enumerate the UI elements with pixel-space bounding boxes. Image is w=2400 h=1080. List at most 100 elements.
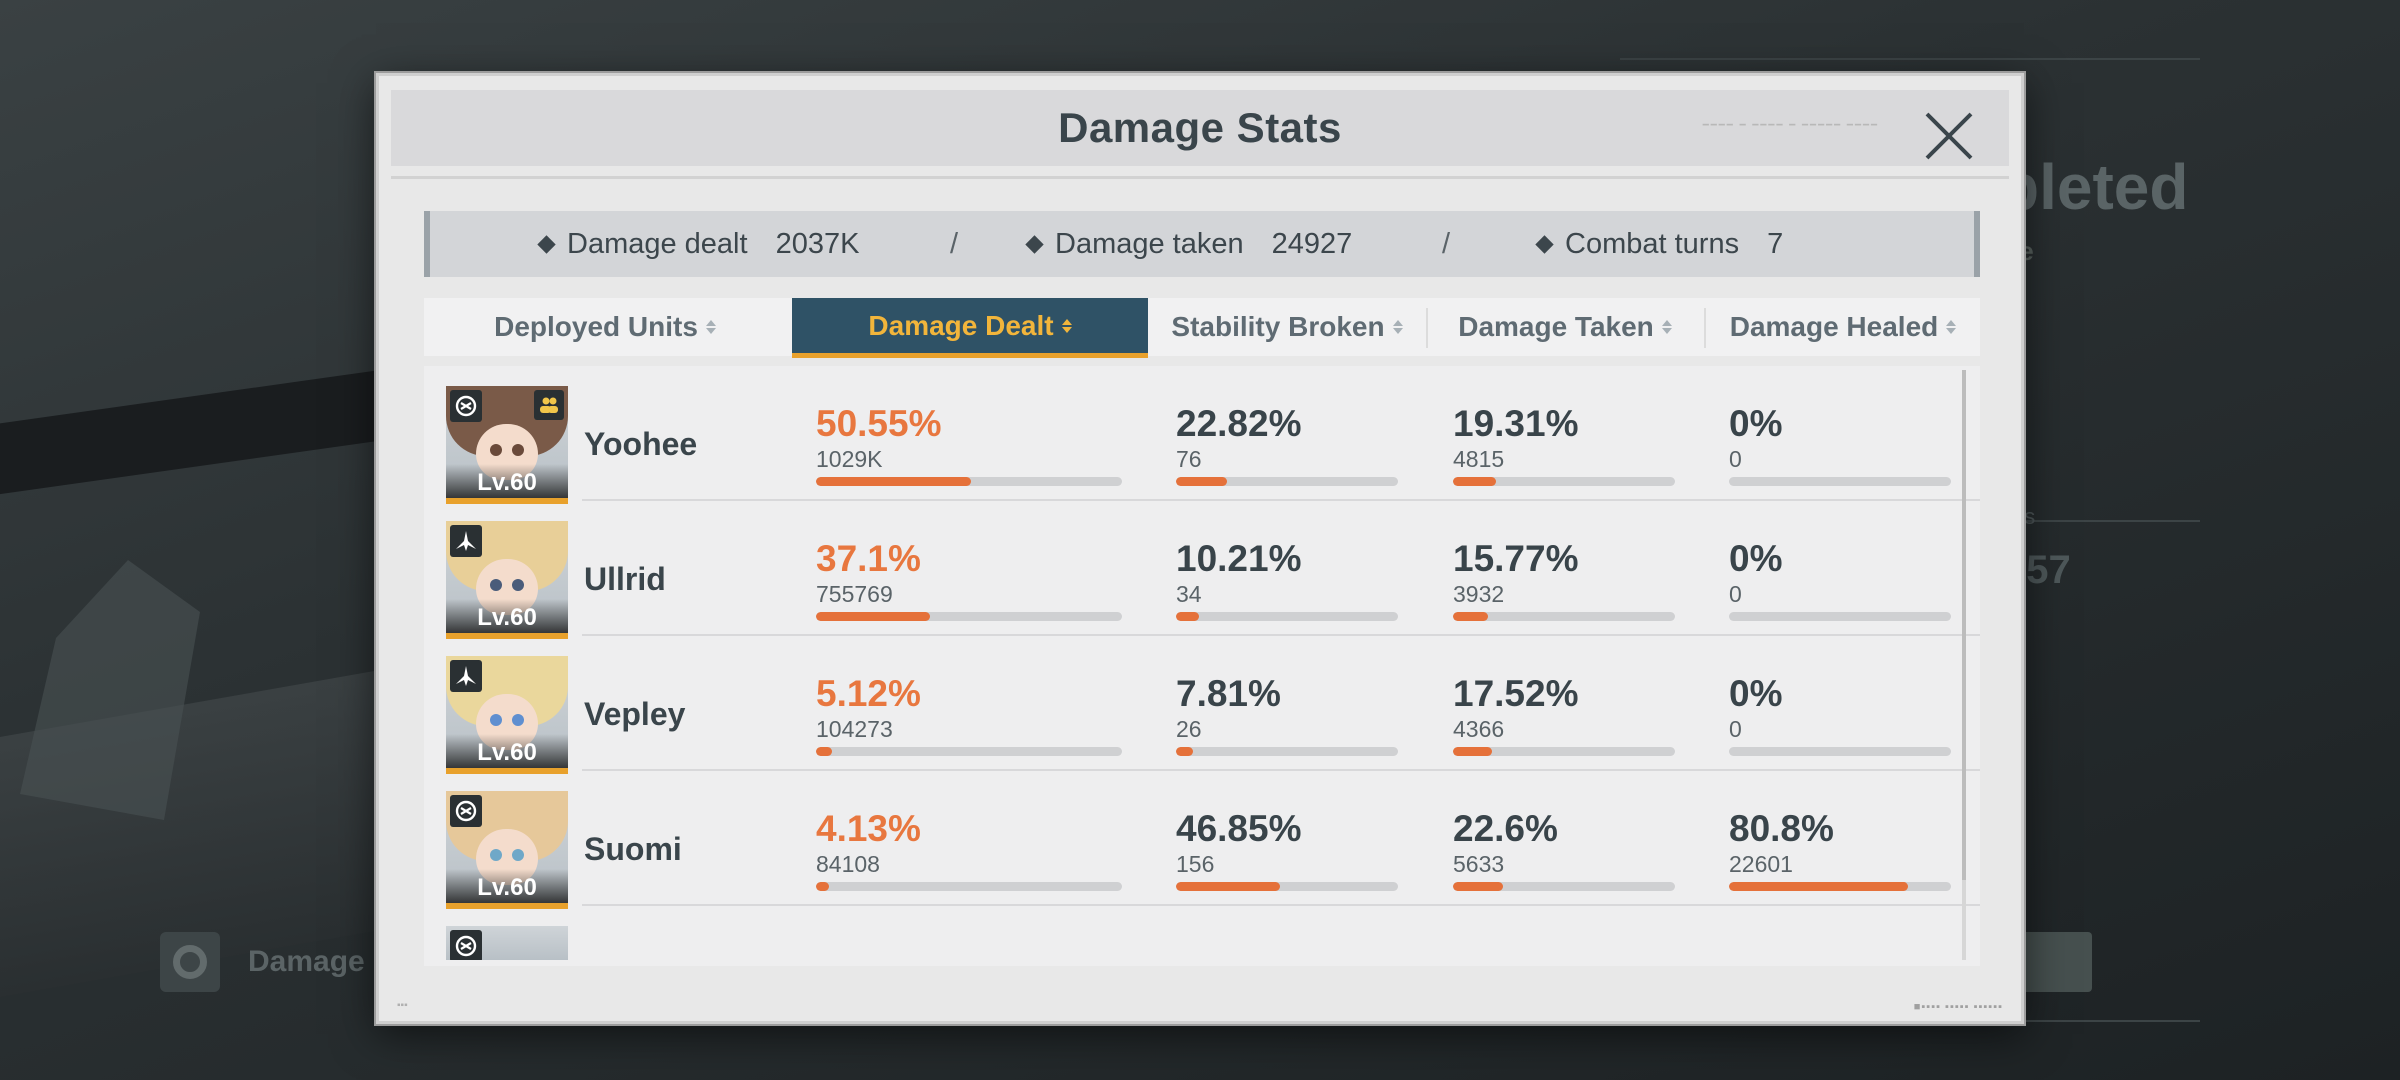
unit-portrait[interactable]: Lv.60 <box>446 386 568 504</box>
stat-progress-track <box>1729 747 1951 756</box>
stat-value: 3932 <box>1453 581 1505 607</box>
portrait-eye <box>512 579 524 591</box>
stat-progress-fill <box>816 477 971 486</box>
stat-progress-track <box>1729 612 1951 621</box>
unit-name: Ullrid <box>584 561 666 597</box>
stat-damage-healed: 0% 0 <box>1729 404 1951 486</box>
close-button[interactable] <box>1921 108 1977 164</box>
stat-progress-track <box>1176 477 1398 486</box>
support-class-icon <box>450 795 482 827</box>
summary-separator: / <box>1442 227 1451 260</box>
stat-progress-track <box>1453 882 1675 891</box>
summary-damage-dealt: Damage dealt 2037K <box>537 227 859 261</box>
stat-progress-fill <box>1729 882 1909 891</box>
unit-portrait[interactable]: Lv.60 <box>446 656 568 774</box>
stat-value: 0 <box>1729 581 1742 607</box>
stat-value: 0 <box>1729 716 1742 742</box>
summary-bar: Damage dealt 2037K / Damage taken 24927 … <box>424 211 1980 277</box>
tab-label: Stability Broken <box>1171 311 1385 342</box>
unit-row-partial <box>424 906 1980 966</box>
unit-portrait[interactable]: Lv.60 <box>446 521 568 639</box>
portrait-eye <box>490 849 502 861</box>
stat-progress-track <box>1176 612 1398 621</box>
vanguard-class-icon <box>450 660 482 692</box>
stat-percentage: 15.77% <box>1453 538 1579 579</box>
stat-value: 0 <box>1729 446 1742 472</box>
portrait-eye <box>490 579 502 591</box>
tab-label: Damage Healed <box>1729 311 1939 342</box>
unit-level: Lv.60 <box>446 869 568 903</box>
stats-tabs: Deployed Units Damage Dealt Stability Br… <box>424 298 1980 358</box>
tab-damage-taken[interactable]: Damage Taken <box>1428 298 1702 356</box>
summary-combat-turns-value: 7 <box>1767 227 1784 260</box>
stat-progress-fill <box>1453 747 1492 756</box>
stat-value: 22601 <box>1729 851 1793 877</box>
unit-level: Lv.60 <box>446 464 568 498</box>
sort-icon <box>1392 320 1403 334</box>
support-class-icon <box>450 390 482 422</box>
unit-name: Suomi <box>584 831 682 867</box>
portrait-eye <box>512 444 524 456</box>
unit-row: Lv.60 Suomi 4.13% 84108 46.85% 156 22.6% 5633 80… <box>424 771 1980 909</box>
tab-label: Deployed Units <box>494 311 698 342</box>
unit-row: Lv.60 Ullrid 37.1% 755769 10.21% 34 15.77% 3932… <box>424 501 1980 639</box>
unit-name: Vepley <box>584 696 686 732</box>
stat-percentage: 19.31% <box>1453 403 1579 444</box>
stat-value: 76 <box>1176 446 1202 472</box>
stat-progress-track <box>1176 882 1398 891</box>
scrollbar-thumb[interactable] <box>1962 370 1966 880</box>
stat-percentage: 17.52% <box>1453 673 1579 714</box>
stat-damage-taken: 15.77% 3932 <box>1453 539 1675 621</box>
stat-progress-track <box>816 882 1122 891</box>
portrait-eye <box>512 714 524 726</box>
stat-value: 755769 <box>816 581 893 607</box>
tab-damage-healed[interactable]: Damage Healed <box>1706 298 1980 356</box>
stat-progress-fill <box>816 747 832 756</box>
row-divider <box>582 634 1980 636</box>
stat-progress-track <box>1729 477 1951 486</box>
stat-progress-track <box>1176 747 1398 756</box>
portrait-eye <box>490 444 502 456</box>
stat-percentage: 80.8% <box>1729 808 1834 849</box>
stat-damage-dealt: 50.55% 1029K <box>816 404 1122 486</box>
row-divider <box>582 499 1980 501</box>
stat-progress-fill <box>1176 747 1194 756</box>
stat-percentage: 22.6% <box>1453 808 1558 849</box>
tab-damage-dealt[interactable]: Damage Dealt <box>792 298 1148 358</box>
stat-progress-fill <box>816 882 829 891</box>
stat-damage-dealt: 5.12% 104273 <box>816 674 1122 756</box>
stat-value: 5633 <box>1453 851 1505 877</box>
sort-icon <box>1946 320 1957 334</box>
table-scrollbar[interactable] <box>1962 370 1966 960</box>
summary-damage-dealt-label: Damage dealt <box>567 227 748 260</box>
stat-progress-fill <box>1176 882 1280 891</box>
stat-progress-track <box>816 477 1122 486</box>
tab-stability-broken[interactable]: Stability Broken <box>1150 298 1424 356</box>
tab-divider <box>1426 308 1428 348</box>
stat-stability-broken: 10.21% 34 <box>1176 539 1398 621</box>
unit-level: Lv.60 <box>446 599 568 633</box>
stat-percentage: 5.12% <box>816 673 921 714</box>
stat-damage-taken: 22.6% 5633 <box>1453 809 1675 891</box>
summary-separator: / <box>950 227 959 260</box>
background-damage-label: Damage <box>248 945 365 978</box>
tab-deployed-units[interactable]: Deployed Units <box>424 298 786 356</box>
footer-decoration: ▪▪▪ <box>397 1000 408 1011</box>
stat-damage-taken: 19.31% 4815 <box>1453 404 1675 486</box>
stat-value: 4366 <box>1453 716 1505 742</box>
summary-combat-turns: Combat turns 7 <box>1535 227 1784 261</box>
summary-damage-taken: Damage taken 24927 <box>1025 228 1352 261</box>
stat-value: 156 <box>1176 851 1215 877</box>
portrait-eye <box>490 714 502 726</box>
team-icon <box>534 390 564 420</box>
stat-percentage: 7.81% <box>1176 673 1281 714</box>
background-result-title: pleted <box>2000 151 2189 223</box>
tab-divider <box>1704 308 1706 348</box>
stat-value: 4815 <box>1453 446 1505 472</box>
unit-portrait[interactable] <box>446 926 568 960</box>
footer-decoration: ■▪▪▪▪ ▪▪▪▪▪ ▪▪▪▪▪▪ <box>1913 1001 2003 1013</box>
tab-label: Damage Dealt <box>868 309 1054 341</box>
stat-progress-track <box>1453 612 1675 621</box>
stat-progress-fill <box>1453 882 1504 891</box>
unit-portrait[interactable]: Lv.60 <box>446 791 568 909</box>
